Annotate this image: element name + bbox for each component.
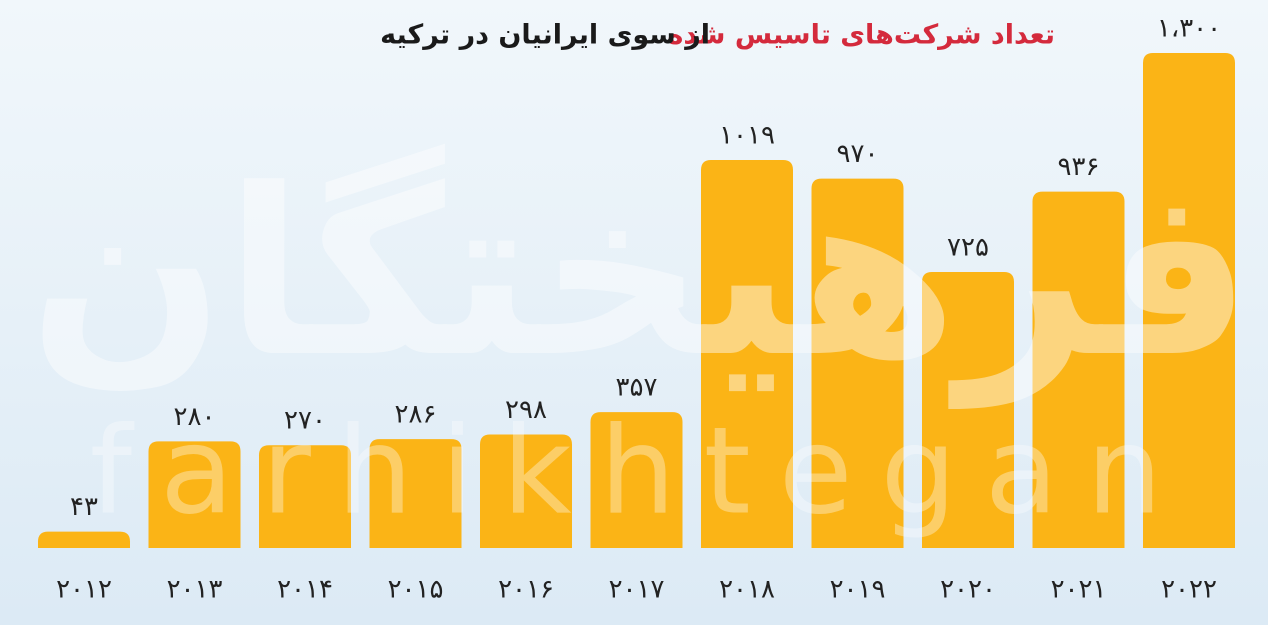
bar [259,445,351,548]
x-tick-label: ۲۰۱۵ [388,575,444,605]
value-label: ۲۹۸ [505,395,547,425]
value-label: ۳۵۷ [616,373,658,403]
bar [38,531,130,548]
x-tick-label: ۲۰۱۳ [167,575,223,605]
bar [1032,191,1125,548]
x-tick-label: ۲۰۲۱ [1051,575,1107,605]
x-tick-label: ۲۰۱۲ [56,575,112,605]
x-tick-label: ۲۰۱۶ [498,575,554,605]
watermark: فرهیختگان [28,141,1251,409]
value-label: ۴۳ [70,492,98,522]
x-tick-label: ۲۰۲۰ [940,575,996,605]
value-label: ۹۳۶ [1058,152,1100,182]
bar [922,271,1014,548]
value-label: ۷۲۵ [947,232,989,262]
bar [480,434,572,548]
x-tick-label: ۲۰۱۴ [277,575,333,605]
x-tick-label: ۲۰۲۲ [1161,575,1217,605]
value-label: ۲۸۰ [174,402,216,432]
bars [38,53,1235,548]
bar [1143,53,1235,548]
value-label: ۱۰۱۹ [719,120,775,150]
chart-title: از سوی ایرانیان در ترکیه [380,20,710,51]
chart-title-highlight: تعداد شرکت‌های تاسیس شده [667,20,1055,51]
bar [148,441,241,548]
value-label: ۲۷۰ [284,406,326,436]
value-label: ۹۷۰ [837,139,879,169]
watermark-latin: farhikhtegan [90,403,1191,542]
bar [590,412,683,548]
x-tick-label: ۲۰۱۹ [830,575,886,605]
bar [811,178,904,548]
x-tick-label: ۲۰۱۷ [609,575,665,605]
value-label: ۱،۳۰۰ [1157,14,1221,44]
x-tick-label: ۲۰۱۸ [719,575,775,605]
bar [369,439,462,548]
bar [701,159,793,548]
value-label: ۲۸۶ [395,400,437,430]
